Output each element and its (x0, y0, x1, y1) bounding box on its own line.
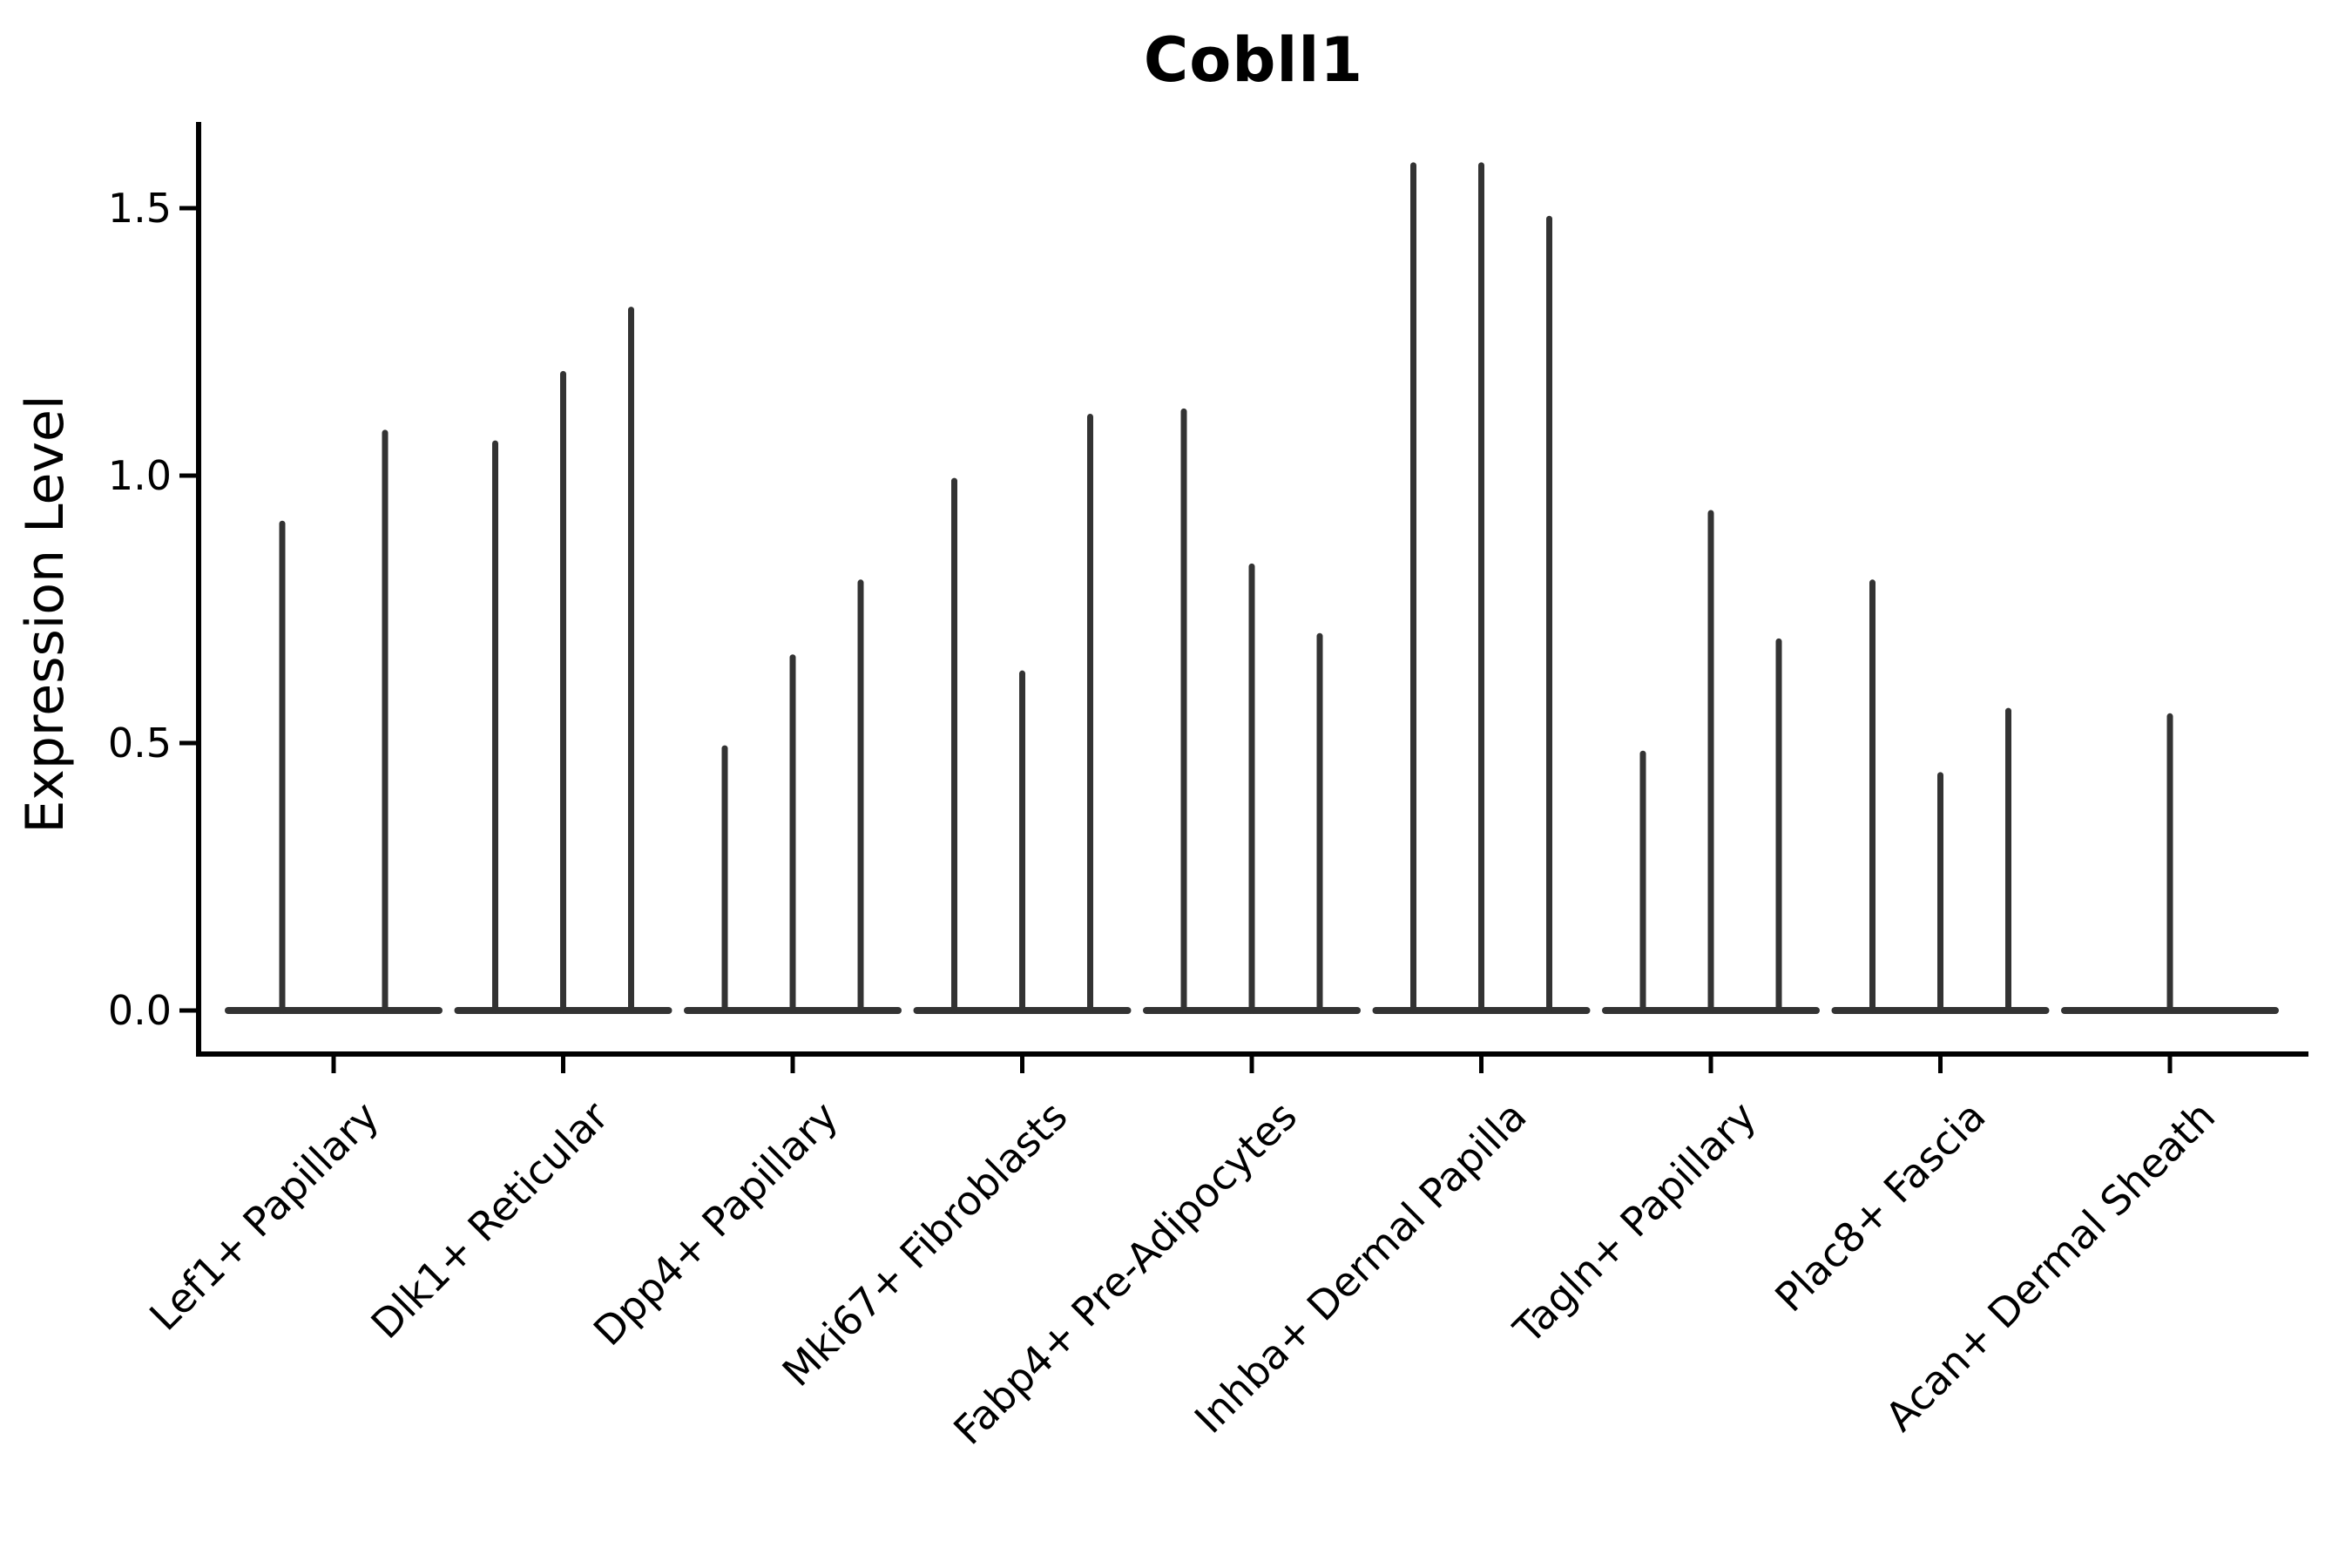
x-tick-label: Lef1+ Papillary (140, 1092, 388, 1340)
y-tick-label: 0.0 (108, 987, 172, 1034)
x-tick-label: Plac8+ Fascia (1766, 1092, 1994, 1321)
y-tick-label: 1.5 (108, 185, 172, 232)
x-tick-label: Tagln+ Papillary (1504, 1092, 1766, 1354)
y-tick-label: 0.5 (108, 720, 172, 767)
y-tick-label: 1.0 (108, 452, 172, 499)
y-axis-label: Expression Level (15, 395, 76, 834)
x-tick-label: Dlk1+ Reticular (362, 1092, 617, 1348)
x-tick-label: Dpp4+ Papillary (585, 1092, 847, 1355)
chart-title: Cobll1 (1143, 24, 1364, 96)
